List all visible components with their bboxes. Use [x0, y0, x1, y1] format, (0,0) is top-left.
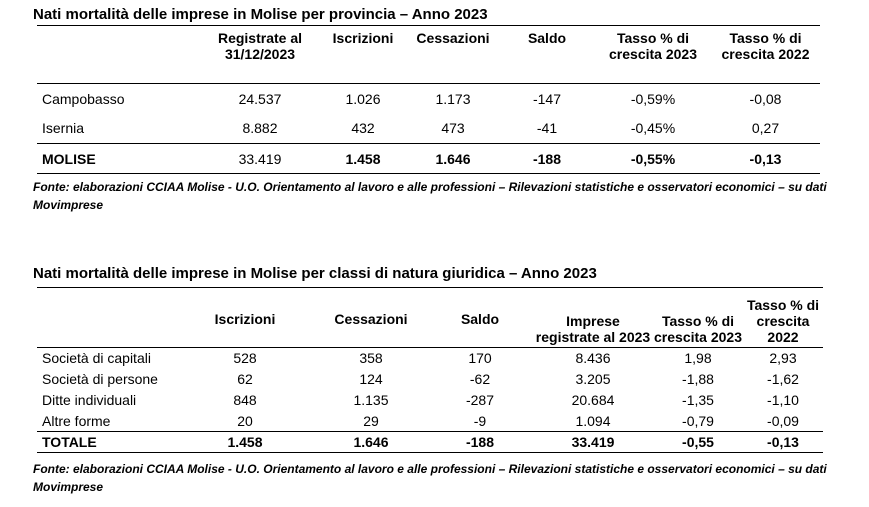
table-cell: 432 [351, 120, 375, 137]
table-row: Società di capitali 528 358 170 8.436 1,… [37, 348, 823, 369]
table-cell: 170 [468, 350, 492, 367]
table-cell: -0,08 [749, 90, 782, 107]
column-header: Imprese registrate al 2023 [535, 313, 651, 345]
table-cell: 1.458 [227, 434, 263, 450]
row-label: TOTALE [42, 434, 97, 450]
table-cell: 473 [441, 120, 465, 137]
column-header: Cessazioni [416, 30, 490, 46]
table-cell: -0,79 [682, 412, 714, 429]
column-header: Saldo [527, 30, 567, 46]
table-row: Campobasso 24.537 1.026 1.173 -147 -0,59… [37, 84, 820, 114]
table-cell: -287 [465, 392, 495, 408]
table-cell: -0,55% [630, 150, 676, 167]
row-label: Società di persone [42, 371, 158, 387]
total-row: MOLISE 33.419 1.458 1.646 -188 -0,55% -0… [37, 144, 820, 174]
column-header: Tasso % di crescita 2023 [609, 30, 697, 62]
table-cell: 1.135 [353, 392, 389, 408]
column-header: Registrate al 31/12/2023 [217, 30, 303, 62]
table-cell: -0,09 [767, 412, 799, 429]
table-cell: -0,13 [767, 434, 799, 450]
table-cell: 2,93 [769, 350, 797, 367]
row-label: Ditte individuali [42, 392, 137, 408]
table1: Registrate al 31/12/2023 Iscrizioni Cess… [37, 25, 820, 174]
table2-title: Nati mortalità delle imprese in Molise p… [33, 265, 597, 282]
table-cell: -0,13 [749, 150, 782, 167]
table-row: Isernia 8.882 432 473 -41 -0,45% 0,27 [37, 114, 820, 144]
column-header: Tasso % di crescita 2023 [654, 313, 742, 345]
table-cell: 1,98 [684, 350, 712, 367]
table1-header-row: Registrate al 31/12/2023 Iscrizioni Cess… [37, 25, 820, 84]
table-row: Società di persone 62 124 -62 3.205 -1,8… [37, 369, 823, 390]
row-label: Isernia [42, 120, 85, 137]
table2-header-row: Iscrizioni Cessazioni Saldo Imprese regi… [37, 287, 823, 348]
total-row: TOTALE 1.458 1.646 -188 33.419 -0,55 -0,… [37, 432, 823, 453]
table-cell: 33.419 [571, 434, 615, 450]
column-header: Iscrizioni [332, 30, 394, 46]
table-cell: 1.646 [435, 150, 471, 167]
table-cell: -1,35 [682, 392, 714, 408]
table-cell: -1,88 [682, 371, 714, 387]
table-cell: -0,55 [682, 434, 714, 450]
table-row: Altre forme 20 29 -9 1.094 -0,79 -0,09 [37, 411, 823, 432]
table-cell: 8.436 [575, 350, 611, 367]
table-cell: 1.094 [575, 412, 611, 429]
table-cell: -0,45% [630, 120, 676, 137]
column-header: Tasso % di crescita 2022 [746, 297, 820, 345]
table-cell: 24.537 [238, 90, 282, 107]
table-cell: 528 [233, 350, 257, 367]
column-header: Saldo [460, 311, 500, 327]
table-cell: 8.882 [242, 120, 278, 137]
table-cell: -188 [532, 150, 562, 167]
column-header: Cessazioni [334, 311, 408, 327]
table-cell: 1.173 [435, 90, 471, 107]
column-header: Tasso % di crescita 2022 [721, 30, 810, 62]
table-cell: -41 [536, 120, 558, 137]
table-cell: 0,27 [751, 120, 780, 137]
column-header [37, 288, 175, 348]
table-cell: 33.419 [238, 150, 282, 167]
table2: Iscrizioni Cessazioni Saldo Imprese regi… [37, 287, 823, 453]
column-header [37, 26, 201, 84]
table-cell: -1,10 [767, 392, 799, 408]
table-cell: 848 [233, 392, 257, 408]
table-cell: 3.205 [575, 371, 611, 387]
table-cell: 20 [237, 412, 253, 429]
table1-title: Nati mortalità delle imprese in Molise p… [33, 6, 488, 23]
table-cell: -147 [532, 90, 562, 107]
table-cell: -0,59% [630, 90, 676, 107]
table-cell: -9 [473, 412, 487, 429]
table-row: Ditte individuali 848 1.135 -287 20.684 … [37, 390, 823, 411]
table-cell: -188 [465, 434, 495, 450]
table-cell: -1,62 [767, 371, 799, 387]
table-cell: 1.026 [345, 90, 381, 107]
table-cell: 358 [359, 350, 383, 367]
row-label: Altre forme [42, 412, 111, 429]
table-cell: 29 [363, 412, 379, 429]
table-cell: 124 [359, 371, 383, 387]
table-cell: 1.458 [345, 150, 381, 167]
table1-source-note: Fonte: elaborazioni CCIAA Molise - U.O. … [33, 180, 827, 212]
row-label: Società di capitali [42, 350, 151, 367]
column-header: Iscrizioni [214, 311, 276, 327]
table-cell: 20.684 [571, 392, 615, 408]
table-cell: 1.646 [353, 434, 389, 450]
table-cell: -62 [469, 371, 491, 387]
table2-source-note: Fonte: elaborazioni CCIAA Molise - U.O. … [33, 462, 827, 494]
row-label: Campobasso [42, 90, 125, 107]
row-label: MOLISE [42, 150, 96, 167]
table-cell: 62 [237, 371, 253, 387]
